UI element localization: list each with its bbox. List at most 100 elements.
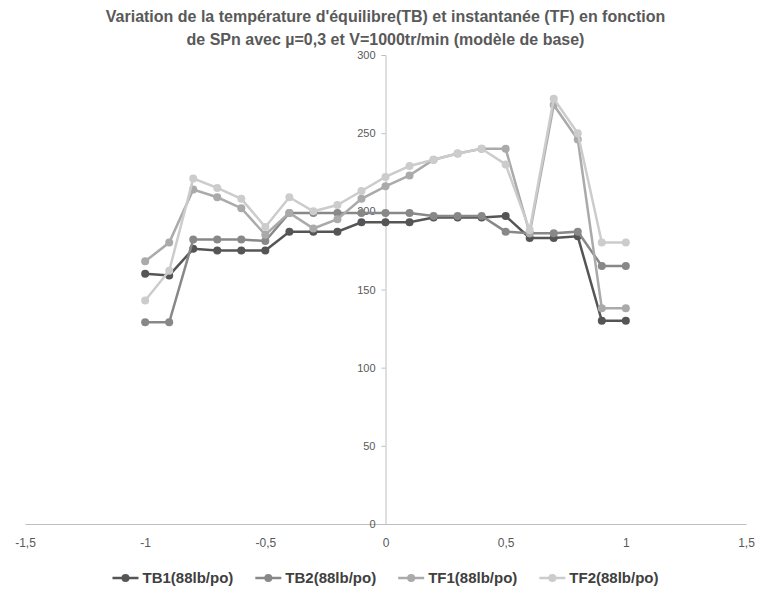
legend-label: TB1(88lb/po): [142, 569, 233, 586]
series-point: [237, 235, 245, 243]
series-point: [598, 262, 606, 270]
y-tick: 200: [357, 205, 385, 217]
y-tick-label: 50: [363, 440, 375, 452]
series-point: [213, 235, 221, 243]
series-point: [406, 162, 414, 170]
legend-label: TF2(88lb/po): [569, 569, 658, 586]
series-point: [502, 212, 510, 220]
series-point: [189, 235, 197, 243]
y-tick-label: 150: [357, 284, 375, 296]
x-tick-label: 1: [623, 536, 630, 550]
series-point: [165, 318, 173, 326]
series-point: [502, 145, 510, 153]
series-point: [141, 318, 149, 326]
series-point: [454, 149, 462, 157]
y-tick: 150: [357, 284, 385, 296]
series-point: [141, 270, 149, 278]
y-tick: 250: [357, 127, 385, 139]
series-point: [550, 95, 558, 103]
legend-marker: [121, 574, 129, 582]
y-tick-label: 250: [357, 127, 375, 139]
series-point: [598, 317, 606, 325]
x-tick: -1,5: [15, 524, 36, 550]
y-tick-label: 300: [357, 49, 375, 61]
y-tick-label: 100: [357, 362, 375, 374]
series-point: [430, 212, 438, 220]
series-point: [622, 304, 630, 312]
x-tick: -0,5: [255, 524, 276, 550]
x-tick: 1: [623, 524, 630, 550]
x-tick: -1: [140, 524, 151, 550]
legend: TB1(88lb/po) TB2(88lb/po) TF1(88lb/po) TF2(…: [112, 569, 658, 586]
series-point: [165, 267, 173, 275]
y-tick-mark: [382, 55, 386, 56]
y-tick-label: 200: [357, 205, 375, 217]
series-point: [237, 195, 245, 203]
series-point: [478, 212, 486, 220]
series-point: [141, 257, 149, 265]
y-tick-label: 0: [369, 518, 375, 530]
series-point: [406, 209, 414, 217]
series-point: [213, 184, 221, 192]
series-point: [598, 304, 606, 312]
series-point: [478, 145, 486, 153]
series-point: [333, 228, 341, 236]
legend-item: TF2(88lb/po): [539, 569, 658, 586]
series-point: [189, 175, 197, 183]
series-point: [213, 193, 221, 201]
series-point: [333, 201, 341, 209]
series-point: [333, 215, 341, 223]
series-point: [430, 156, 438, 164]
legend-marker: [548, 574, 556, 582]
x-tick-label: 0: [383, 536, 390, 550]
x-tick-label: 1,5: [738, 536, 755, 550]
series-point: [309, 225, 317, 233]
series-point: [550, 229, 558, 237]
y-axis: 0 50 100 150 200 250 300: [357, 49, 386, 530]
x-tick: 0,5: [498, 524, 515, 550]
series-point: [406, 218, 414, 226]
series-line: [145, 105, 626, 308]
x-tick-label: -1,5: [15, 536, 36, 550]
x-axis: -1,5 -1 -0,5 0 0,5 1 1,5: [15, 524, 755, 550]
series-point: [430, 156, 438, 164]
y-tick-mark: [382, 368, 386, 369]
x-tick-label: -0,5: [255, 536, 276, 550]
y-tick: 300: [357, 49, 385, 61]
series-point: [261, 223, 269, 231]
series-point: [261, 231, 269, 239]
series-point: [309, 207, 317, 215]
x-tick-label: 0,5: [498, 536, 515, 550]
legend-marker: [264, 574, 272, 582]
x-tick: 1,5: [738, 524, 755, 550]
series-point: [285, 209, 293, 217]
series-point: [406, 171, 414, 179]
legend-label: TB2(88lb/po): [285, 569, 376, 586]
series-point: [382, 209, 390, 217]
series-point: [357, 218, 365, 226]
series-point: [574, 228, 582, 236]
x-tick: 0: [383, 524, 390, 550]
series-point: [357, 209, 365, 217]
plot-area: [141, 95, 630, 327]
series-line: [145, 99, 626, 301]
series-point: [382, 218, 390, 226]
series-point: [502, 228, 510, 236]
legend-label: TF1(88lb/po): [428, 569, 517, 586]
series-point: [598, 239, 606, 247]
series-point: [261, 246, 269, 254]
legend-marker: [407, 574, 415, 582]
series-point: [237, 246, 245, 254]
series-point: [526, 226, 534, 234]
series-point: [574, 129, 582, 137]
series-point: [357, 195, 365, 203]
legend-item: TF1(88lb/po): [398, 569, 517, 586]
title: Variation de la température d'équilibre(…: [106, 8, 665, 48]
series-point: [622, 317, 630, 325]
legend-item: TB1(88lb/po): [112, 569, 233, 586]
series-point: [622, 262, 630, 270]
series-point: [141, 296, 149, 304]
series-point: [478, 145, 486, 153]
chart: Variation de la température d'équilibre(…: [0, 0, 771, 610]
series-line: [145, 216, 626, 321]
